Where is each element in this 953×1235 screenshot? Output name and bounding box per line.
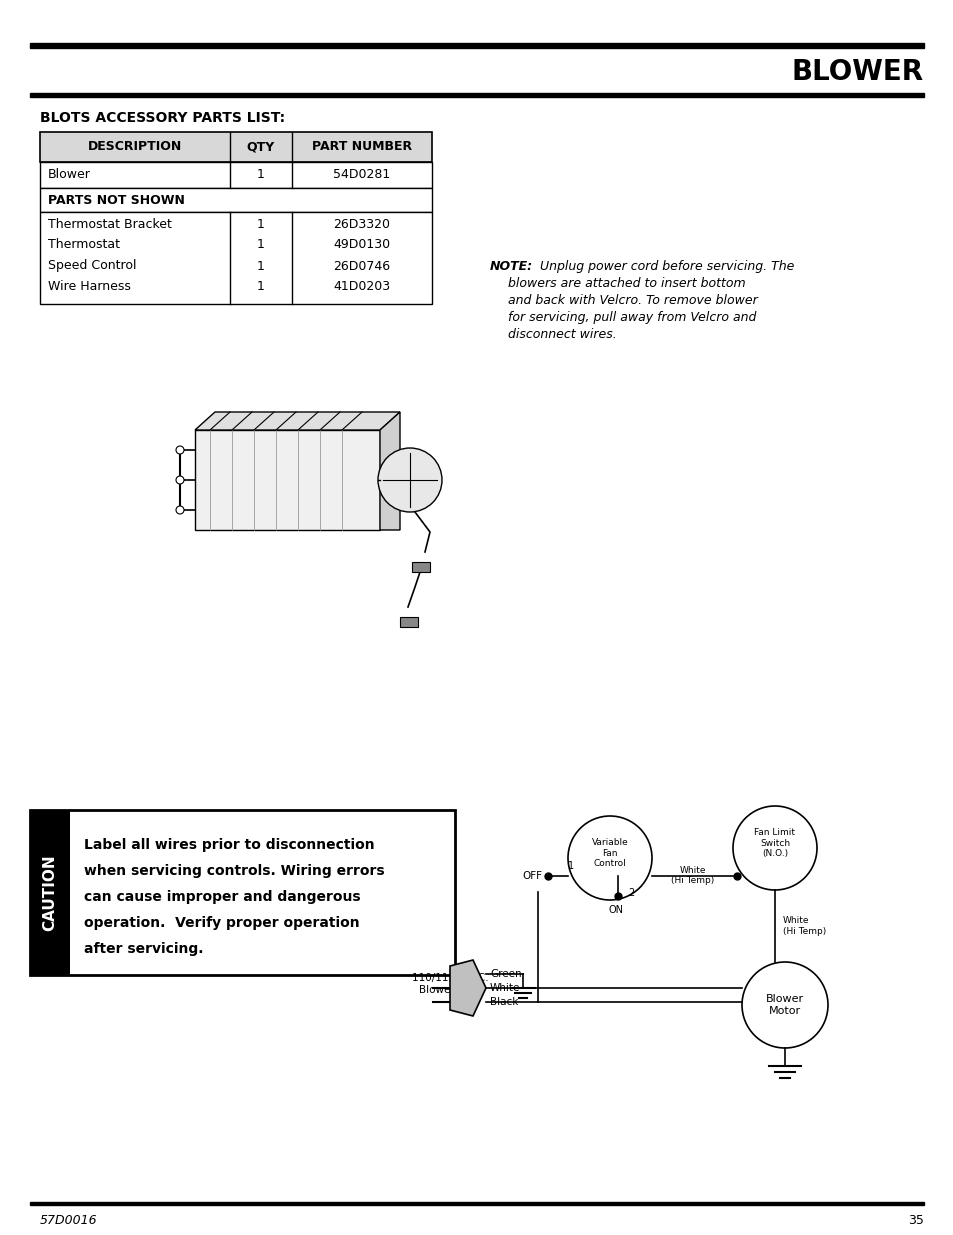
- Text: Blower
Motor: Blower Motor: [765, 994, 803, 1016]
- Text: 1: 1: [256, 168, 265, 182]
- Text: blowers are attached to insert bottom: blowers are attached to insert bottom: [499, 277, 745, 290]
- Text: when servicing controls. Wiring errors: when servicing controls. Wiring errors: [84, 864, 384, 878]
- Bar: [40, 188, 432, 212]
- Text: Fan Limit
Switch
(N.O.): Fan Limit Switch (N.O.): [754, 829, 795, 858]
- Bar: [30, 93, 923, 98]
- Text: OFF: OFF: [521, 871, 541, 881]
- Bar: [194, 430, 379, 530]
- Text: CAUTION: CAUTION: [43, 855, 57, 931]
- Text: Thermostat: Thermostat: [48, 238, 120, 252]
- Bar: [30, 1202, 923, 1205]
- Bar: [40, 132, 432, 162]
- Text: 54D0281: 54D0281: [333, 168, 390, 182]
- Text: 35: 35: [907, 1214, 923, 1228]
- Text: White
(Hi Temp): White (Hi Temp): [782, 916, 825, 936]
- Text: NOTE:: NOTE:: [490, 261, 533, 273]
- Text: after servicing.: after servicing.: [84, 942, 203, 956]
- Text: for servicing, pull away from Velcro and: for servicing, pull away from Velcro and: [499, 311, 756, 324]
- Text: Unplug power cord before servicing. The: Unplug power cord before servicing. The: [532, 261, 794, 273]
- Text: Speed Control: Speed Control: [48, 259, 136, 273]
- Text: ON: ON: [608, 905, 623, 915]
- Text: Green: Green: [490, 969, 521, 979]
- Text: 49D0130: 49D0130: [334, 238, 390, 252]
- Text: BLOWER: BLOWER: [791, 58, 923, 86]
- Text: disconnect wires.: disconnect wires.: [499, 329, 616, 341]
- Bar: [30, 810, 70, 974]
- Text: 1: 1: [256, 238, 265, 252]
- Text: 1: 1: [256, 259, 265, 273]
- Circle shape: [175, 475, 184, 484]
- Bar: [40, 162, 432, 188]
- Circle shape: [175, 506, 184, 514]
- Text: Wire Harness: Wire Harness: [48, 280, 131, 294]
- Bar: [399, 618, 417, 627]
- Text: 110/115 V.A.C.
Blower Plug: 110/115 V.A.C. Blower Plug: [412, 973, 488, 994]
- Text: PART NUMBER: PART NUMBER: [312, 141, 412, 153]
- Text: 26D0746: 26D0746: [334, 259, 390, 273]
- Text: White: White: [490, 983, 519, 993]
- Bar: [30, 43, 923, 48]
- Polygon shape: [450, 960, 485, 1016]
- Text: 1: 1: [567, 861, 574, 871]
- Text: QTY: QTY: [247, 141, 274, 153]
- Polygon shape: [379, 412, 399, 530]
- Text: 41D0203: 41D0203: [334, 280, 390, 294]
- Text: 57D0016: 57D0016: [40, 1214, 97, 1228]
- Circle shape: [377, 448, 441, 513]
- Text: 1: 1: [256, 217, 265, 231]
- Circle shape: [175, 446, 184, 454]
- Text: White
(Hi Temp): White (Hi Temp): [670, 866, 714, 885]
- Text: DESCRIPTION: DESCRIPTION: [88, 141, 182, 153]
- Text: operation.  Verify proper operation: operation. Verify proper operation: [84, 916, 359, 930]
- Text: Label all wires prior to disconnection: Label all wires prior to disconnection: [84, 839, 375, 852]
- Text: PARTS NOT SHOWN: PARTS NOT SHOWN: [48, 194, 185, 206]
- Text: 2: 2: [627, 888, 634, 898]
- Text: Thermostat Bracket: Thermostat Bracket: [48, 217, 172, 231]
- Text: 1: 1: [256, 280, 265, 294]
- Polygon shape: [194, 412, 399, 430]
- Text: Variable
Fan
Control: Variable Fan Control: [591, 839, 628, 868]
- Text: can cause improper and dangerous: can cause improper and dangerous: [84, 890, 360, 904]
- Text: Blower: Blower: [48, 168, 91, 182]
- Text: and back with Velcro. To remove blower: and back with Velcro. To remove blower: [499, 294, 757, 308]
- Bar: [40, 212, 432, 304]
- Text: BLOTS ACCESSORY PARTS LIST:: BLOTS ACCESSORY PARTS LIST:: [40, 111, 285, 125]
- Text: 26D3320: 26D3320: [334, 217, 390, 231]
- Bar: [412, 562, 430, 572]
- Bar: [30, 810, 455, 974]
- Text: Black: Black: [490, 997, 517, 1007]
